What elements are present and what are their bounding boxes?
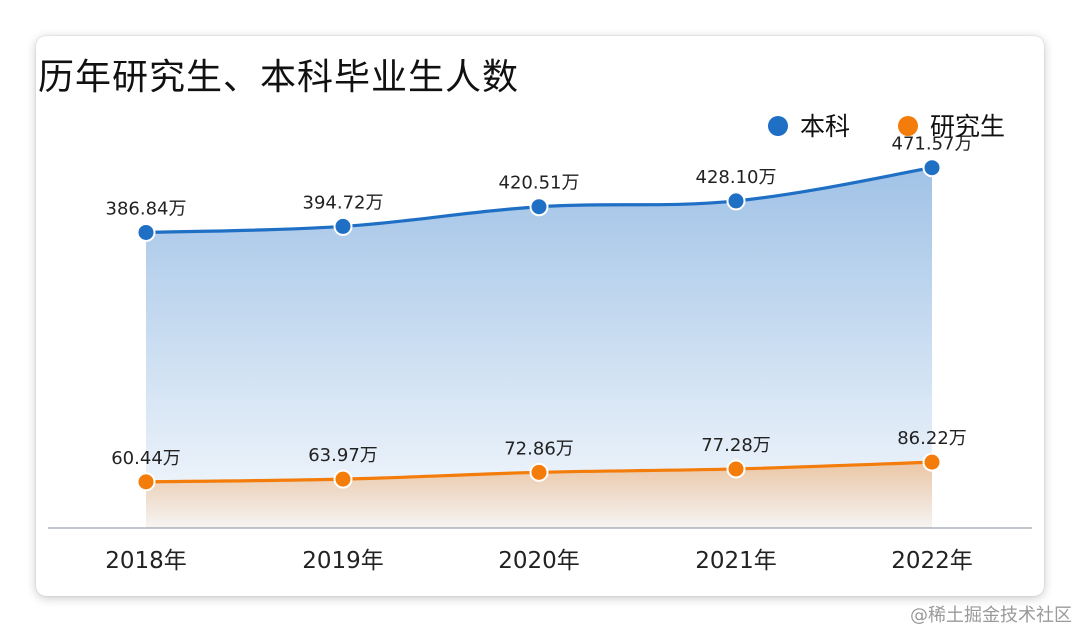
data-point — [529, 197, 549, 217]
watermark: @稀土掘金技术社区 — [910, 605, 1072, 626]
data-label: 394.72万 — [303, 192, 384, 213]
data-label: 60.44万 — [111, 448, 181, 469]
legend-label: 研究生 — [930, 112, 1005, 141]
series-area-0 — [146, 167, 932, 528]
data-point — [922, 452, 942, 472]
data-point — [529, 462, 549, 482]
chart-title: 历年研究生、本科毕业生人数 — [38, 57, 520, 98]
data-label: 386.84万 — [106, 198, 187, 219]
x-tick-label: 2019年 — [302, 548, 384, 574]
data-label: 428.10万 — [696, 167, 777, 188]
data-point — [922, 158, 942, 178]
legend-label: 本科 — [800, 112, 850, 141]
data-label: 471.57万 — [892, 134, 973, 155]
data-label: 420.51万 — [499, 173, 580, 194]
legend-marker-icon — [898, 116, 918, 136]
data-point — [136, 222, 156, 242]
legend-marker-icon — [768, 116, 788, 136]
data-label: 63.97万 — [308, 445, 378, 466]
data-label: 72.86万 — [504, 438, 574, 459]
series-area-1 — [146, 462, 932, 528]
data-point — [333, 469, 353, 489]
data-point — [333, 216, 353, 236]
data-point — [726, 459, 746, 479]
chart-card: 历年研究生、本科毕业生人数 386.84万 394.72万 420.51万 428.1… — [36, 36, 1044, 596]
chart-plot: 386.84万 394.72万 420.51万 428.10万 471.57万 60.44… — [48, 112, 1032, 574]
data-point — [136, 472, 156, 492]
x-tick-label: 2022年 — [891, 548, 973, 574]
x-tick-label: 2018年 — [105, 548, 187, 574]
x-tick-label: 2021年 — [695, 548, 777, 574]
data-point — [726, 191, 746, 211]
data-label: 77.28万 — [701, 435, 771, 456]
data-label: 86.22万 — [897, 428, 967, 449]
x-tick-label: 2020年 — [498, 548, 580, 574]
